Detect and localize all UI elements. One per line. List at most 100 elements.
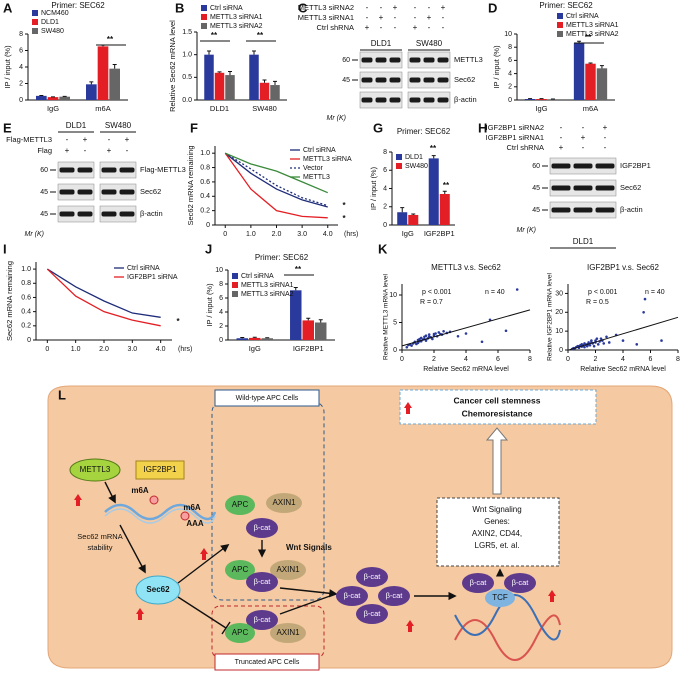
error-bar [112, 64, 117, 69]
y-tick-label: 5 [393, 319, 397, 326]
legend-swatch [32, 10, 38, 16]
legend-label: IGF2BP1 siRNA [127, 274, 178, 281]
diagram-label: AAA [186, 519, 204, 528]
error-bar [252, 336, 257, 338]
condition-mark: - [108, 135, 111, 144]
arrow [119, 524, 146, 574]
annotation: R = 0.7 [420, 299, 443, 306]
inhibit [177, 596, 231, 635]
band [389, 77, 401, 83]
point [515, 288, 519, 291]
legend-swatch [232, 291, 238, 297]
row-label: β-actin [140, 209, 163, 218]
condition-mark: + [603, 123, 608, 132]
annotation: * [176, 317, 180, 326]
error-bar [400, 207, 405, 213]
panel-label: F [190, 120, 198, 135]
legend-label: METTL3 siRNA [303, 156, 352, 163]
series-line [224, 152, 329, 194]
condition-mark: + [379, 13, 384, 22]
y-tick-label: 8 [383, 149, 387, 156]
x-tick-label: m6A [95, 104, 110, 113]
legend-label: Ctrl siRNA [241, 273, 274, 280]
band [573, 207, 593, 213]
diagram-label: β-cat [254, 615, 272, 624]
bar [524, 99, 536, 100]
hollow-arrow [485, 427, 509, 495]
blot-strip [57, 161, 95, 179]
band [437, 97, 449, 103]
band [437, 77, 449, 83]
y-tick-label: 20 [555, 309, 563, 316]
legend-label: Ctrl siRNA [127, 265, 160, 272]
x-tick-label: 2 [594, 356, 598, 363]
y-tick-label: 10 [389, 292, 397, 299]
panel-label: D [488, 0, 497, 15]
bar [596, 68, 608, 100]
condition-mark: - [366, 13, 369, 22]
x-tick-label: IgG [249, 344, 261, 353]
shape-axin [270, 560, 306, 580]
y-axis-label: IP / input (%) [3, 45, 12, 89]
x-tick-label: 2 [432, 356, 436, 363]
y-axis-label: Relative Sec62 mRNA level [168, 20, 177, 112]
bar [547, 99, 559, 100]
y-tick-label: 0.0 [182, 97, 192, 104]
annotation: R = 0.5 [586, 299, 609, 306]
y-tick-label: 6 [508, 57, 512, 64]
row-label: Flag-METTL3 [140, 165, 186, 174]
up-arrow [136, 608, 144, 620]
m6a-dot [180, 511, 190, 521]
trend-line [401, 309, 531, 347]
annotation: p < 0.001 [588, 289, 617, 296]
band [77, 189, 93, 195]
marker-label: 45 [532, 185, 540, 192]
legend-swatch [32, 28, 38, 34]
point [456, 334, 460, 338]
legend-label: NCM460 [41, 10, 69, 17]
y-tick-label: 0 [508, 97, 512, 104]
condition-mark: + [107, 146, 112, 155]
diagram-label: stability [87, 543, 112, 552]
legend-swatch [32, 19, 38, 25]
diagram-label: LGR5, et. al. [475, 541, 520, 550]
y-tick-label: 0.8 [200, 164, 210, 171]
y-tick-label: 0 [19, 97, 23, 104]
error-bar [252, 50, 256, 55]
bar [314, 322, 327, 340]
condition-mark: - [394, 23, 397, 32]
condition-mark: - [84, 146, 87, 155]
band [119, 211, 135, 217]
diagram-label: β-cat [254, 523, 272, 532]
band [361, 57, 373, 63]
legend-label: DLD1 [41, 19, 59, 26]
arrow [104, 481, 116, 504]
point [464, 332, 468, 335]
point [599, 337, 603, 340]
band [59, 167, 75, 173]
y-tick-label: 0.6 [200, 179, 210, 186]
y-axis-label: IP / input (%) [205, 283, 214, 327]
x-tick-label: DLD1 [210, 104, 229, 113]
row-label: Sec62 [454, 75, 475, 84]
bar [290, 290, 302, 340]
mrna [104, 503, 217, 521]
cell-line-label: SW480 [105, 121, 132, 130]
condition-mark: - [428, 23, 431, 32]
y-tick-label: 8 [219, 281, 223, 288]
annotation: ** [585, 33, 592, 42]
legend-swatch [201, 5, 207, 11]
x-axis-label: Relative Sec62 mRNA level [423, 366, 509, 373]
point [587, 341, 590, 344]
condition-mark: - [66, 135, 69, 144]
legend-swatch [232, 282, 238, 288]
bar [204, 54, 214, 100]
legend-label: SW480 [405, 163, 428, 170]
condition-mark: + [365, 23, 370, 32]
y-tick-label: 1.0 [200, 150, 210, 157]
bar [573, 43, 585, 100]
point [424, 334, 428, 338]
genes-box [436, 497, 560, 567]
point [504, 329, 508, 333]
condition-mark: + [393, 3, 398, 12]
